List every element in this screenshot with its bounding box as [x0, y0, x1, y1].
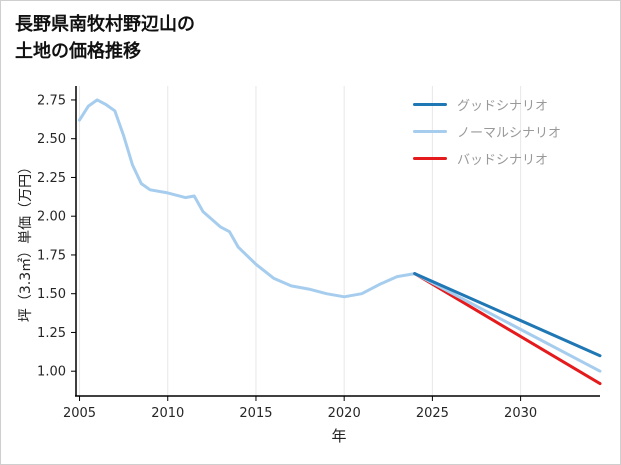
y-tick-label: 2.50: [37, 132, 66, 147]
legend-label-normal: ノーマルシナリオ: [457, 126, 562, 141]
x-tick-label: 2025: [416, 406, 449, 421]
history-line: [78, 98, 417, 299]
chart-title: 長野県南牧村野辺山の 土地の価格推移: [15, 11, 195, 65]
x-tick-label: 2030: [504, 406, 537, 421]
y-tick-label: 1.50: [37, 287, 66, 302]
legend-label-bad: バッドシナリオ: [457, 153, 549, 168]
y-tick-label: 1.75: [37, 248, 66, 263]
legend-line-bad-icon: [413, 157, 447, 160]
legend-item-bad: バッドシナリオ: [413, 145, 561, 172]
legend: グッドシナリオ ノーマルシナリオ バッドシナリオ: [413, 91, 561, 172]
x-tick-label: 2020: [328, 406, 361, 421]
chart-title-line-2: 土地の価格推移: [15, 41, 141, 62]
legend-item-normal: ノーマルシナリオ: [413, 118, 561, 145]
y-tick-label: 2.75: [37, 93, 66, 108]
chart-title-line-1: 長野県南牧村野辺山の: [15, 14, 195, 35]
y-tick-label: 1.25: [37, 326, 66, 341]
scenario-line: [413, 272, 602, 373]
x-tick-label: 2015: [239, 406, 272, 421]
scenario-line: [413, 272, 602, 358]
x-axis-label: 年: [331, 427, 347, 445]
x-tick-label: 2005: [63, 406, 96, 421]
y-tick-label: 2.00: [37, 210, 66, 225]
y-tick-label: 1.00: [37, 365, 66, 380]
legend-item-good: グッドシナリオ: [413, 91, 561, 118]
scenario-line: [413, 272, 602, 386]
legend-line-good-icon: [413, 103, 447, 106]
y-tick-label: 2.25: [37, 171, 66, 186]
legend-label-good: グッドシナリオ: [457, 99, 549, 114]
y-axis-label: 坪（3.3㎡）単価（万円）: [18, 159, 34, 323]
x-tick-label: 2010: [151, 406, 184, 421]
legend-line-normal-icon: [413, 130, 447, 133]
